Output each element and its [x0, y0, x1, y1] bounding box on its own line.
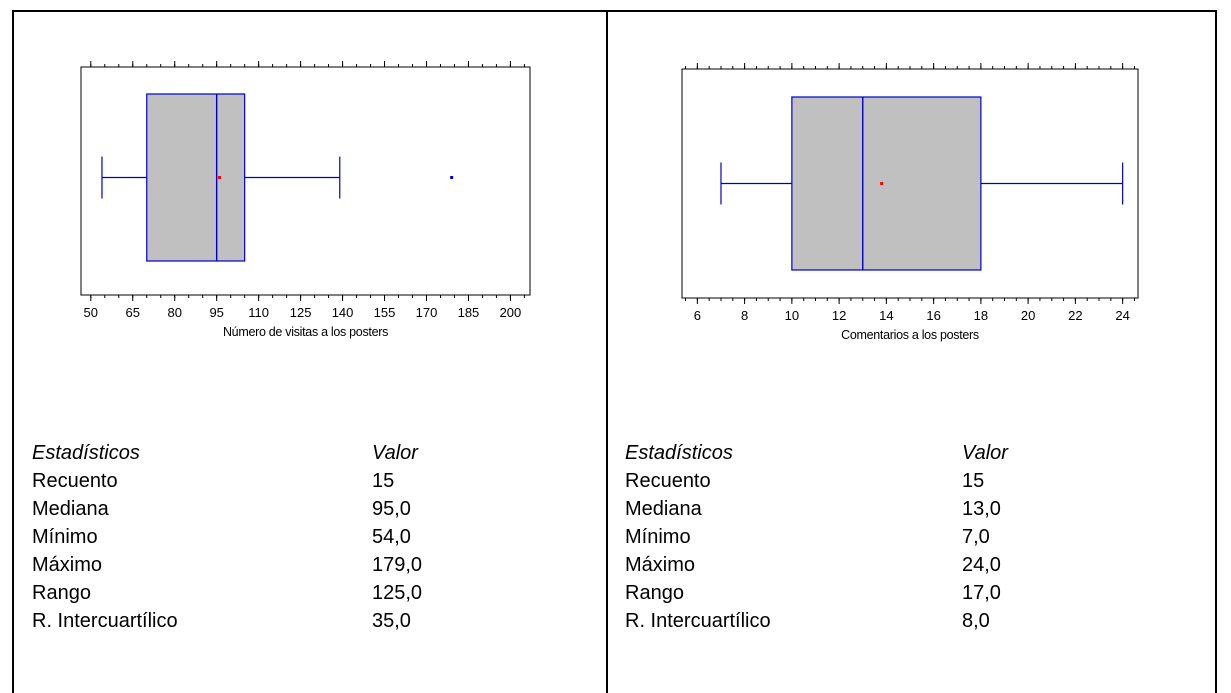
stats-row-intercuartilico: R. Intercuartílico 8,0	[625, 607, 1185, 635]
stats-value: 179,0	[372, 554, 423, 576]
comments-boxplot: 6 8 10 12 14 16 18 20 22 24 Comentarios a los post…	[681, 63, 1139, 342]
stats-label: Máximo	[32, 554, 103, 576]
stats-value: 125,0	[372, 582, 423, 604]
x-tick-label: 200	[500, 305, 522, 320]
stats-label: R. Intercuartílico	[625, 610, 771, 632]
stats-value: 24,0	[962, 554, 1001, 576]
comments-stats-table: Estadísticos Valor Recuento 15 Mediana 1…	[625, 439, 1185, 635]
x-tick-label: 18	[974, 308, 988, 323]
x-tick-label: 22	[1068, 308, 1082, 323]
stats-header-label: Estadísticos	[32, 442, 140, 464]
panel-divider	[606, 10, 608, 693]
stats-value: 54,0	[372, 526, 411, 548]
stats-value: 7,0	[962, 526, 990, 548]
stats-row-rango: Rango 17,0	[625, 579, 1185, 607]
left-panel: 50 65 80 95 110 125 140 155 170 185 200 Número de v…	[14, 12, 606, 693]
x-axis-label: Número de visitas a los posters	[223, 325, 388, 339]
x-axis-label: Comentarios a los posters	[841, 328, 979, 342]
stats-row-mediana: Mediana 95,0	[32, 495, 592, 523]
stats-row-maximo: Máximo 179,0	[32, 551, 592, 579]
x-tick-label: 110	[248, 305, 269, 320]
mean-marker	[217, 176, 221, 179]
x-tick-label: 95	[209, 305, 223, 320]
x-tick-label: 65	[126, 305, 140, 320]
x-tick-label: 12	[832, 308, 846, 323]
mean-marker	[880, 182, 884, 185]
x-tick-label: 185	[458, 305, 480, 320]
x-tick-label: 16	[926, 308, 940, 323]
stats-value: 8,0	[962, 610, 990, 632]
x-tick-label: 14	[879, 308, 893, 323]
stats-row-rango: Rango 125,0	[32, 579, 592, 607]
stats-value: 15	[962, 470, 985, 492]
stats-header-value: Valor	[372, 442, 418, 464]
stats-label: Mínimo	[32, 526, 98, 548]
x-tick-label: 170	[416, 305, 438, 320]
stats-value: 13,0	[962, 498, 1001, 520]
stats-row-mediana: Mediana 13,0	[625, 495, 1185, 523]
x-tick-label: 125	[290, 305, 312, 320]
stats-value: 17,0	[962, 582, 1001, 604]
stats-row-recuento: Recuento 15	[625, 467, 1185, 495]
stats-value: 35,0	[372, 610, 411, 632]
stats-label: Rango	[625, 582, 684, 604]
outer-frame	[12, 10, 1217, 693]
stats-row-maximo: Máximo 24,0	[625, 551, 1185, 579]
iqr-box	[791, 96, 982, 271]
x-tick-label: 140	[332, 305, 354, 320]
x-tick-label: 10	[785, 308, 799, 323]
visits-boxplot: 50 65 80 95 110 125 140 155 170 185 200 Número de v…	[80, 61, 531, 339]
stats-row-minimo: Mínimo 54,0	[32, 523, 592, 551]
x-tick-label: 8	[741, 308, 748, 323]
stats-row-intercuartilico: R. Intercuartílico 35,0	[32, 607, 592, 635]
x-tick-label: 6	[694, 308, 701, 323]
visits-stats-table: Estadísticos Valor Recuento 15 Mediana 9…	[32, 439, 592, 635]
stats-value: 95,0	[372, 498, 411, 520]
stats-header-row: Estadísticos Valor	[32, 439, 592, 467]
stats-label: Recuento	[625, 470, 711, 492]
stats-value: 15	[372, 470, 395, 492]
stats-label: Máximo	[625, 554, 696, 576]
stats-label: Rango	[32, 582, 91, 604]
stats-label: Recuento	[32, 470, 118, 492]
outlier-point	[450, 176, 454, 179]
x-tick-label: 50	[84, 305, 98, 320]
stats-row-recuento: Recuento 15	[32, 467, 592, 495]
stats-header-row: Estadísticos Valor	[625, 439, 1185, 467]
x-tick-label: 80	[167, 305, 181, 320]
stats-label: R. Intercuartílico	[32, 610, 178, 632]
stats-row-minimo: Mínimo 7,0	[625, 523, 1185, 551]
x-tick-label: 20	[1021, 308, 1035, 323]
plot-frame	[80, 66, 531, 296]
stats-label: Mediana	[625, 498, 702, 520]
right-panel: 6 8 10 12 14 16 18 20 22 24 Comentarios a los post…	[608, 12, 1215, 693]
iqr-box	[146, 93, 246, 262]
x-tick-label: 155	[374, 305, 396, 320]
stats-header-label: Estadísticos	[625, 442, 733, 464]
stats-label: Mediana	[32, 498, 109, 520]
stats-header-value: Valor	[962, 442, 1008, 464]
x-tick-label: 24	[1115, 308, 1129, 323]
stats-label: Mínimo	[625, 526, 691, 548]
